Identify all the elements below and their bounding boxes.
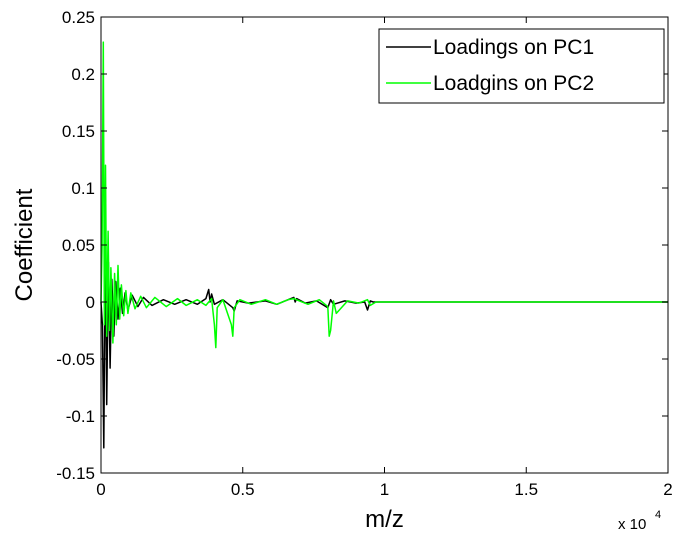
legend-box xyxy=(378,28,665,104)
x-axis-label: m/z xyxy=(365,506,404,533)
y-tick-label: 0.2 xyxy=(71,65,95,84)
y-tick-label: -0.15 xyxy=(56,464,95,483)
x-axis-multiplier-base: x 10 xyxy=(618,516,646,533)
series-line-2 xyxy=(100,41,668,349)
x-axis-multiplier: x 10 4 xyxy=(618,509,661,533)
plot-lines xyxy=(100,41,668,449)
y-axis-label: Coefficient xyxy=(11,188,38,301)
axis-ticks xyxy=(100,16,669,474)
x-tick-label: 1 xyxy=(380,480,389,499)
axis-tick-labels: 0 0.5 1 1.5 2 -0.15 -0.1 -0.05 0 0.05 0.1 0.15 0.2 0.… xyxy=(56,8,672,499)
x-tick-label: 2 xyxy=(663,480,672,499)
y-tick-label: -0.05 xyxy=(56,350,95,369)
legend-label-pc2: Loadgins on PC2 xyxy=(433,72,594,95)
x-tick-label: 1.5 xyxy=(514,480,538,499)
y-tick-label: 0.25 xyxy=(62,8,95,27)
legend: Loadings on PC1 Loadgins on PC2 xyxy=(378,28,665,104)
x-tick-label: 0 xyxy=(96,480,105,499)
x-axis-multiplier-exponent: 4 xyxy=(655,509,661,521)
y-tick-label: 0.15 xyxy=(62,122,95,141)
legend-label-pc1: Loadings on PC1 xyxy=(433,36,594,59)
x-tick-label: 0.5 xyxy=(231,480,255,499)
y-tick-label: 0.1 xyxy=(71,179,95,198)
y-tick-label: -0.1 xyxy=(66,407,95,426)
y-tick-label: 0 xyxy=(86,293,95,312)
y-tick-label: 0.05 xyxy=(62,236,95,255)
